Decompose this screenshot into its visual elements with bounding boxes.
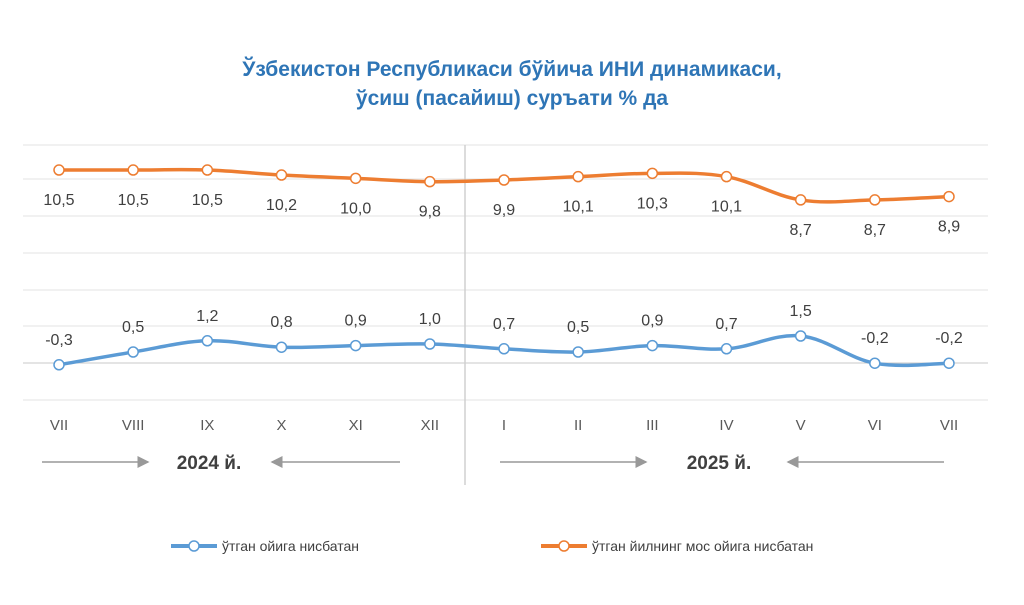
data-label: 1,5 — [790, 303, 812, 320]
data-point[interactable] — [572, 346, 584, 358]
data-label: 10,1 — [563, 199, 594, 216]
data-point[interactable] — [349, 339, 362, 352]
x-tick-label: XI — [349, 417, 363, 434]
data-point[interactable] — [869, 194, 881, 206]
data-label: 9,9 — [493, 202, 515, 219]
data-label: 10,5 — [192, 192, 223, 209]
data-label: 0,8 — [270, 314, 292, 331]
data-point[interactable] — [572, 170, 584, 183]
chart-title-block: Ўзбекистон Республикаси бўйича ИНИ динам… — [0, 55, 1024, 113]
chart-subtitle: ўсиш (пасайиш) суръати % да — [355, 87, 669, 110]
data-point[interactable] — [720, 343, 733, 355]
chart-title: Ўзбекистон Республикаси бўйича ИНИ динам… — [242, 58, 782, 81]
data-label: 10,5 — [118, 192, 149, 209]
data-point[interactable] — [943, 357, 955, 369]
data-label: -0,3 — [45, 332, 73, 349]
year-annotation-2024: 2024 й. — [42, 453, 400, 474]
data-label: 0,9 — [345, 313, 367, 330]
data-point[interactable] — [794, 194, 807, 206]
data-point[interactable] — [794, 330, 807, 342]
x-tick-label: VII — [940, 417, 958, 434]
data-point[interactable] — [424, 338, 436, 350]
legend-label-mom: ўтган ойига нисбатан — [222, 538, 359, 554]
legend-label-yoy: ўтган йилнинг мос ойига нисбатан — [592, 538, 813, 554]
data-label: 0,5 — [567, 319, 589, 336]
x-axis-labels: VII VIII IX X XI XII I II III IV V VI VII — [50, 417, 958, 434]
data-label: -0,2 — [861, 330, 889, 347]
data-label: 9,8 — [419, 204, 441, 221]
data-label: 8,9 — [938, 219, 960, 236]
x-tick-label: VI — [868, 417, 882, 434]
x-tick-label: III — [646, 417, 659, 434]
data-point[interactable] — [498, 174, 510, 186]
series-mom: -0,3 0,5 1,2 0,8 0,9 1,0 0,7 0,5 0,9 0,7 1,5 -0,2 -0… — [45, 303, 963, 371]
x-tick-label: VIII — [122, 417, 145, 434]
data-label: 10,2 — [266, 197, 297, 214]
data-label: 8,7 — [864, 222, 886, 239]
data-label: -0,2 — [935, 330, 963, 347]
legend-marker-yoy — [558, 540, 570, 552]
x-tick-label: V — [796, 417, 806, 434]
x-tick-label: IV — [719, 417, 733, 434]
data-label: 10,3 — [637, 195, 668, 212]
data-label: 0,9 — [641, 313, 663, 330]
data-point[interactable] — [646, 339, 659, 352]
data-point[interactable] — [127, 164, 139, 176]
data-label: 10,0 — [340, 200, 371, 217]
x-tick-label: X — [276, 417, 286, 434]
legend-item-mom[interactable]: ўтган ойига нисбатан — [171, 538, 359, 554]
year-annotation-2025: 2025 й. — [500, 453, 944, 474]
data-label: 0,7 — [493, 316, 515, 333]
x-tick-label: XII — [421, 417, 439, 434]
legend: ўтган ойига нисбатан ўтган йилнинг мос о… — [171, 538, 813, 554]
data-point[interactable] — [127, 346, 139, 358]
x-tick-label: VII — [50, 417, 68, 434]
data-label: 1,0 — [419, 311, 441, 328]
data-label: 0,7 — [715, 316, 737, 333]
legend-marker-mom — [188, 540, 200, 552]
data-point[interactable] — [646, 167, 659, 180]
x-tick-label: IX — [200, 417, 214, 434]
series-yoy: 10,5 10,5 10,5 10,2 10,0 9,8 9,9 10,1 10,3 10,1 8,… — [43, 164, 960, 239]
data-point[interactable] — [275, 341, 288, 353]
x-tick-label: I — [502, 417, 506, 434]
data-point[interactable] — [424, 175, 436, 188]
data-label: 1,2 — [196, 308, 218, 325]
data-point[interactable] — [53, 359, 65, 371]
gridlines — [23, 144, 988, 401]
data-point[interactable] — [275, 169, 288, 181]
year-label-2025: 2025 й. — [687, 453, 752, 474]
legend-item-yoy[interactable]: ўтган йилнинг мос ойига нисбатан — [541, 538, 813, 554]
data-point[interactable] — [498, 343, 510, 355]
x-tick-label: II — [574, 417, 582, 434]
data-point[interactable] — [869, 357, 881, 369]
data-point[interactable] — [53, 164, 65, 176]
data-point[interactable] — [201, 164, 214, 176]
data-point[interactable] — [201, 335, 214, 347]
data-label: 8,7 — [790, 222, 812, 239]
data-point[interactable] — [943, 190, 955, 203]
data-label: 10,5 — [43, 192, 74, 209]
data-label: 10,1 — [711, 199, 742, 216]
data-label: 0,5 — [122, 319, 144, 336]
data-point[interactable] — [349, 172, 362, 185]
year-label-2024: 2024 й. — [177, 453, 242, 474]
data-point[interactable] — [720, 170, 733, 183]
